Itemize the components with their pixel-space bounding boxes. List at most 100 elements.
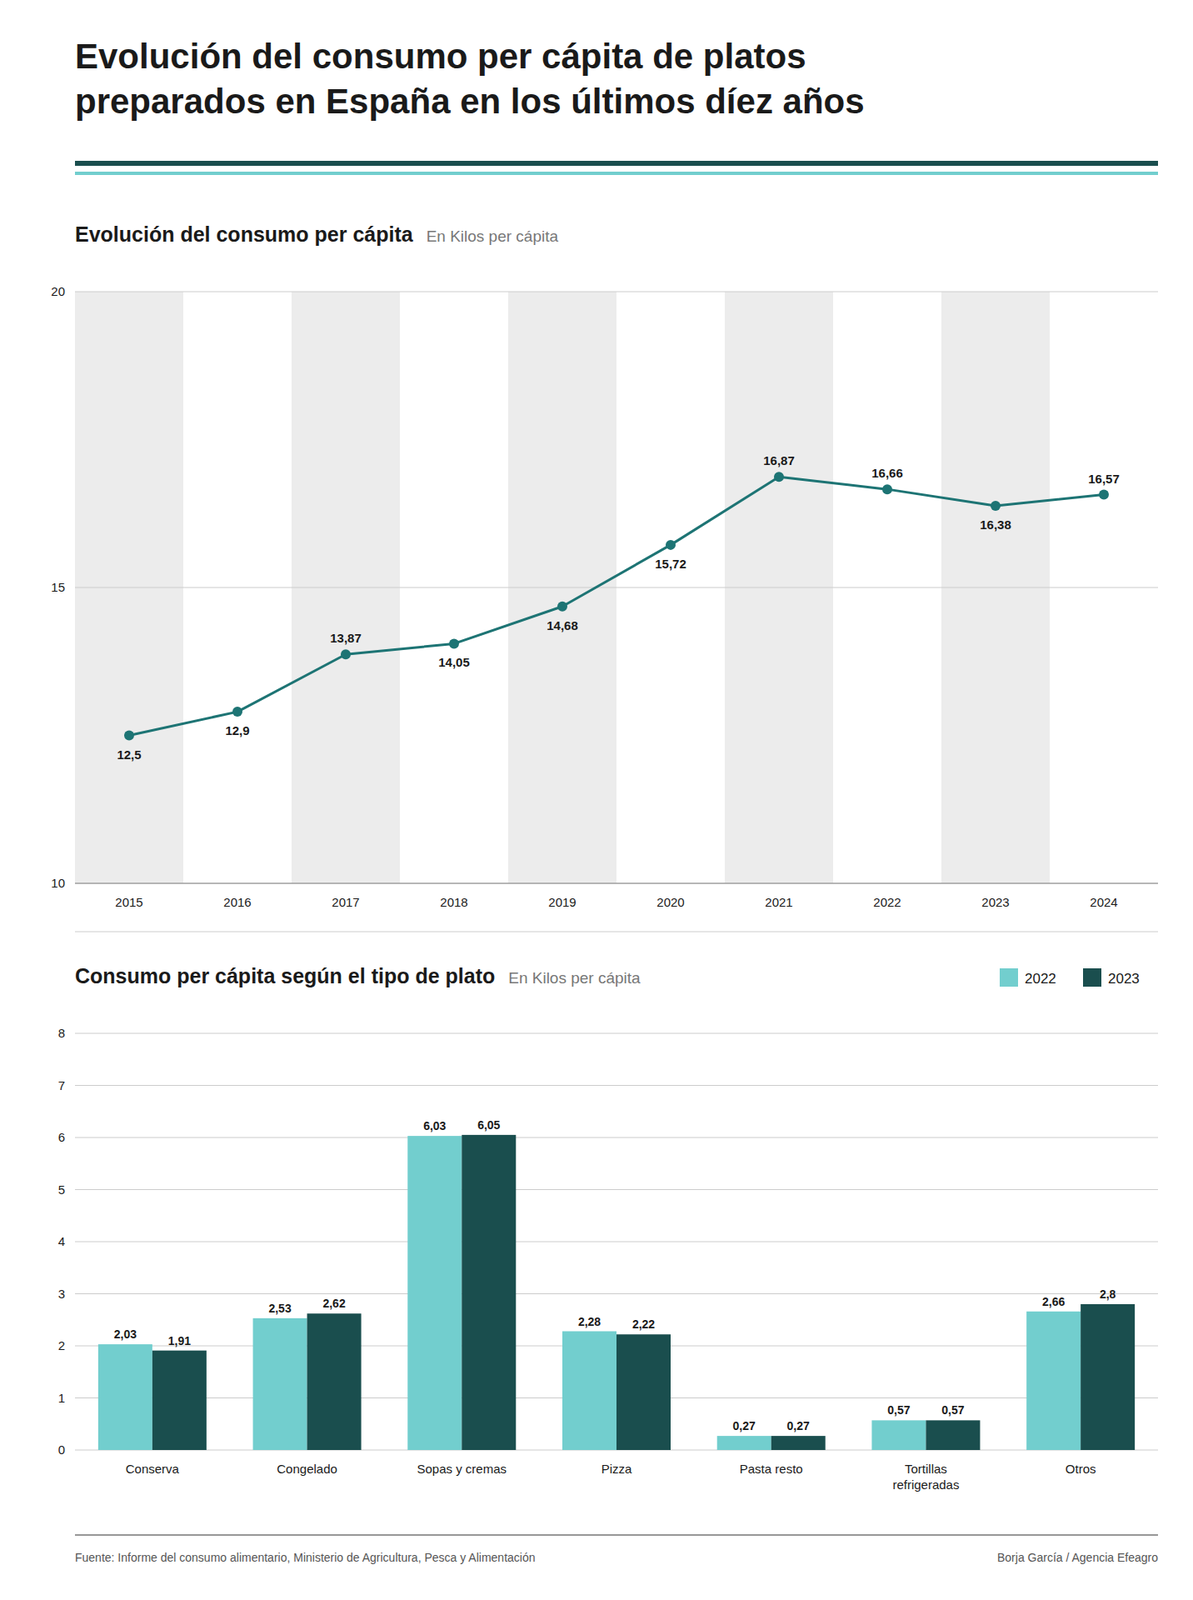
data-label: 13,87 bbox=[329, 630, 362, 645]
x-tick-label: 2021 bbox=[764, 894, 793, 909]
title-separator bbox=[74, 171, 1159, 175]
data-label: 1,91 bbox=[168, 1333, 191, 1348]
footer-credit: Borja García / Agencia Efeagro bbox=[997, 1550, 1159, 1564]
legend-label: 2022 bbox=[1024, 970, 1057, 987]
data-label: 2,8 bbox=[1099, 1287, 1117, 1301]
point bbox=[340, 648, 351, 659]
x-tick-label: Congelado bbox=[276, 1461, 338, 1476]
data-label: 2,22 bbox=[632, 1317, 655, 1331]
point bbox=[882, 484, 893, 495]
y-tick-label: 1 bbox=[58, 1390, 65, 1405]
point bbox=[232, 706, 243, 717]
grid-line bbox=[74, 291, 1159, 293]
grid-line bbox=[74, 1188, 1159, 1190]
data-label: 16,87 bbox=[763, 453, 795, 468]
point bbox=[1098, 489, 1109, 500]
bar bbox=[771, 1435, 826, 1450]
data-label: 2,53 bbox=[268, 1301, 291, 1315]
point bbox=[124, 730, 135, 741]
bar bbox=[1026, 1311, 1081, 1450]
bar bbox=[253, 1317, 308, 1450]
x-tick-label: Pasta resto bbox=[739, 1461, 804, 1476]
y-tick-label: 10 bbox=[50, 875, 65, 890]
y-tick-label: 7 bbox=[58, 1078, 65, 1093]
main-title-line: Evolución del consumo per cápita de plat… bbox=[74, 36, 807, 76]
bar bbox=[562, 1331, 617, 1451]
plot-area bbox=[98, 1134, 1135, 1450]
y-tick-label: 6 bbox=[58, 1129, 65, 1144]
chart-subtitle: En Kilos per cápita bbox=[426, 227, 560, 245]
y-tick-label: 2 bbox=[58, 1337, 65, 1353]
x-tick-label: 2015 bbox=[114, 894, 143, 909]
data-label: 2,28 bbox=[578, 1314, 601, 1328]
legend-swatch bbox=[999, 968, 1019, 987]
section-separator bbox=[74, 931, 1159, 933]
main-title: Evolución del consumo per cápita de plat… bbox=[74, 36, 865, 121]
chart-subtitle: En Kilos per cápita bbox=[508, 968, 641, 987]
x-tick-label-line: Pasta resto bbox=[739, 1461, 804, 1476]
y-tick-label: 8 bbox=[58, 1025, 65, 1040]
x-tick-label: 2023 bbox=[981, 894, 1009, 909]
x-axis-line bbox=[74, 883, 1159, 884]
x-tick-label: 2020 bbox=[656, 894, 684, 909]
y-tick-label: 4 bbox=[58, 1233, 65, 1248]
x-tick-label: Conserva bbox=[125, 1461, 180, 1476]
grid-line bbox=[74, 587, 1159, 589]
data-label: 0,57 bbox=[887, 1402, 910, 1417]
footer-separator bbox=[74, 1533, 1159, 1535]
point bbox=[773, 471, 784, 482]
footer-source: Fuente: Informe del consumo alimentario,… bbox=[74, 1550, 536, 1564]
y-tick-label: 3 bbox=[58, 1286, 65, 1301]
x-tick-label: 2024 bbox=[1089, 894, 1118, 909]
bar bbox=[1080, 1303, 1135, 1450]
data-label: 2,62 bbox=[322, 1296, 345, 1310]
x-tick-label-line: refrigeradas bbox=[892, 1477, 959, 1492]
series-group bbox=[124, 471, 1109, 740]
line bbox=[129, 476, 1104, 735]
bar bbox=[871, 1419, 926, 1450]
point bbox=[665, 539, 676, 550]
y-tick-label: 15 bbox=[50, 579, 65, 595]
x-tick-label-line: Congelado bbox=[276, 1461, 338, 1476]
data-label: 0,27 bbox=[733, 1418, 756, 1433]
legend-label: 2023 bbox=[1108, 970, 1140, 987]
title-separator bbox=[74, 160, 1159, 166]
x-tick-label: 2018 bbox=[439, 894, 468, 909]
grid-line bbox=[74, 1241, 1159, 1243]
grid-line bbox=[74, 1292, 1159, 1294]
bar bbox=[152, 1350, 207, 1450]
grid-line bbox=[74, 1084, 1159, 1086]
bar bbox=[98, 1343, 153, 1450]
data-label: 0,57 bbox=[941, 1402, 964, 1417]
y-tick-label: 0 bbox=[58, 1442, 65, 1457]
bar bbox=[616, 1333, 671, 1450]
x-tick-label-line: Pizza bbox=[601, 1461, 633, 1476]
point bbox=[449, 638, 460, 649]
legend-swatch bbox=[1083, 968, 1102, 987]
data-label: 2,66 bbox=[1042, 1294, 1065, 1308]
bar bbox=[307, 1312, 362, 1450]
bar bbox=[925, 1419, 980, 1450]
main-title-line: preparados en España en los últimos díez… bbox=[74, 81, 865, 121]
bar bbox=[461, 1134, 516, 1450]
chart-title: Consumo per cápita según el tipo de plat… bbox=[74, 963, 495, 988]
data-label: 12,5 bbox=[116, 747, 141, 762]
data-label: 16,38 bbox=[979, 517, 1012, 532]
background bbox=[0, 0, 1193, 1600]
y-tick-label: 5 bbox=[58, 1182, 65, 1197]
bar bbox=[407, 1135, 462, 1450]
data-label: 16,57 bbox=[1088, 471, 1120, 486]
chart-title: Evolución del consumo per cápita bbox=[74, 222, 415, 246]
bar bbox=[717, 1435, 772, 1450]
x-tick-label: 2016 bbox=[223, 894, 251, 909]
data-label: 16,66 bbox=[871, 465, 904, 480]
data-label: 0,27 bbox=[787, 1418, 810, 1433]
data-label: 14,68 bbox=[546, 618, 579, 633]
x-tick-label: Otros bbox=[1065, 1461, 1097, 1476]
x-tick-label: Sopas y cremas bbox=[417, 1461, 508, 1476]
x-tick-label: Tortillasrefrigeradas bbox=[892, 1461, 959, 1492]
x-tick-label: 2022 bbox=[873, 894, 901, 909]
data-label: 12,9 bbox=[224, 723, 250, 738]
data-label: 14,05 bbox=[438, 654, 470, 669]
x-tick-label: Pizza bbox=[601, 1461, 633, 1476]
